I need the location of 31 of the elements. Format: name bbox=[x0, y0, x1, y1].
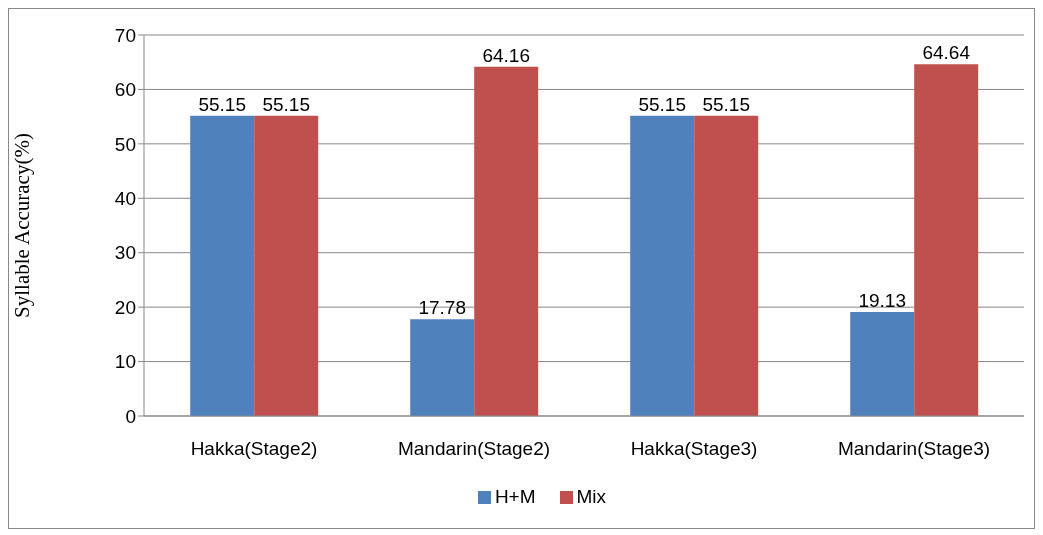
data-label: 55.15 bbox=[638, 93, 686, 115]
y-tick-label: 50 bbox=[114, 133, 136, 155]
x-tick-label: Mandarin(Stage3) bbox=[837, 438, 991, 460]
y-axis-title: Syllable Accuracy(%) bbox=[10, 133, 35, 318]
data-label: 55.15 bbox=[702, 93, 750, 115]
bar bbox=[254, 115, 319, 416]
bar bbox=[850, 311, 915, 416]
bar bbox=[630, 115, 695, 416]
data-label: 19.13 bbox=[858, 289, 906, 311]
x-tick-label: Hakka(Stage3) bbox=[630, 438, 758, 460]
y-tick-label: 20 bbox=[114, 296, 136, 318]
legend-label: Mix bbox=[576, 486, 607, 507]
bar bbox=[914, 64, 979, 416]
y-tick-label: 0 bbox=[125, 405, 136, 427]
y-tick-label: 60 bbox=[114, 79, 136, 101]
data-label: 64.64 bbox=[922, 42, 971, 64]
y-tick-label: 10 bbox=[114, 351, 136, 373]
bar bbox=[694, 115, 759, 416]
y-tick-label: 30 bbox=[114, 242, 136, 264]
data-label: 55.15 bbox=[198, 93, 246, 115]
legend-label: H+M bbox=[494, 486, 536, 507]
y-tick-label: 40 bbox=[114, 188, 136, 210]
bar bbox=[190, 115, 255, 416]
data-label: 55.15 bbox=[262, 93, 310, 115]
data-label: 64.16 bbox=[482, 44, 530, 66]
x-tick-label: Mandarin(Stage2) bbox=[397, 438, 551, 460]
x-tick-label: Hakka(Stage2) bbox=[190, 438, 318, 460]
bar bbox=[410, 319, 475, 416]
data-label: 17.78 bbox=[418, 297, 466, 319]
bar bbox=[474, 66, 539, 416]
y-tick-label: 70 bbox=[114, 24, 136, 46]
